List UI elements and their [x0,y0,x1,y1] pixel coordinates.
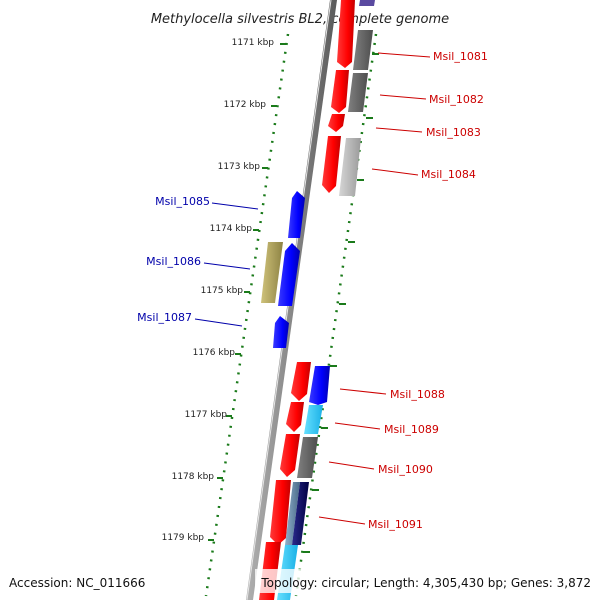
genome-summary-text: Topology: circular; Length: 4,305,430 bp… [260,576,591,590]
cds-arrow-red [331,70,349,113]
cds-block-dark-grey [297,437,318,478]
cds-block-dark-grey [353,30,373,70]
cds-block-steel [285,482,300,545]
gene-label[interactable]: Msil_1083 [426,126,481,139]
leader-line [375,127,423,133]
kbp-tick-label: 1177 kbp [185,410,228,420]
accession-text: Accession: NC_011666 [9,576,145,590]
cds-arrow-red [270,480,291,545]
kbp-tick-label: 1173 kbp [218,162,261,172]
leader-line [371,168,419,176]
gene-label[interactable]: Msil_1081 [433,50,488,63]
cds-block-cyan [304,405,323,434]
map-title: Methylocella silvestris BL2, complete ge… [151,12,449,27]
kbp-tick-label: 1175 kbp [201,286,244,296]
gene-label[interactable]: Msil_1082 [429,93,484,106]
cds-block-light-grey [339,138,361,196]
leader-line [194,318,243,327]
major-ticks [208,43,286,541]
cds-arrow-red [337,0,355,68]
gene-label[interactable]: Msil_1091 [368,518,423,531]
gene-label[interactable]: Msil_1089 [384,423,439,436]
cds-block-navy [292,482,309,545]
cds-block-purple [359,0,375,6]
footer-backdrop [255,569,600,593]
leader-line [379,94,427,100]
cds-arrow-red [280,434,300,477]
right-gene-labels: Msil_1081 Msil_1082 Msil_1083 Msil_1084 … [368,50,488,531]
kbp-tick-labels: 1171 kbp 1172 kbp 1173 kbp 1174 kbp 1175… [162,38,275,543]
leader-line [203,262,251,270]
leader-line [334,422,381,430]
gene-label[interactable]: Msil_1088 [390,388,445,401]
kbp-tick-label: 1176 kbp [193,348,236,358]
leader-line [211,202,259,210]
cds-arrow-red [286,402,304,432]
cds-arrow-red [322,136,341,193]
cds-block-olive [261,242,283,303]
gene-label[interactable]: Msil_1087 [137,311,192,324]
leader-line [339,388,387,395]
gene-label[interactable]: Msil_1086 [146,255,201,268]
cds-block-dark-grey [348,73,368,112]
kbp-tick-label: 1179 kbp [162,533,205,543]
cds-arrow-red [291,362,311,401]
leader-line [377,52,431,58]
left-gene-labels: Msil_1085 Msil_1086 Msil_1087 [137,195,210,324]
cds-arrow-red [328,114,345,132]
forward-strand-cds [261,191,305,348]
kbp-tick-label: 1178 kbp [172,472,215,482]
cds-arrow-blue [278,243,300,306]
gene-leader-lines [194,52,431,525]
cds-arrow-blue [309,366,330,405]
minor-ticks [303,53,379,553]
cds-arrow-blue [273,316,289,348]
leader-line [318,516,366,525]
cds-arrow-blue [288,191,305,238]
kbp-tick-label: 1172 kbp [224,100,267,110]
gene-label[interactable]: Msil_1090 [378,463,433,476]
kbp-tick-label: 1174 kbp [210,224,253,234]
leader-line [328,461,375,470]
gene-label[interactable]: Msil_1084 [421,168,476,181]
gene-label[interactable]: Msil_1085 [155,195,210,208]
kbp-tick-label: 1171 kbp [232,38,275,48]
